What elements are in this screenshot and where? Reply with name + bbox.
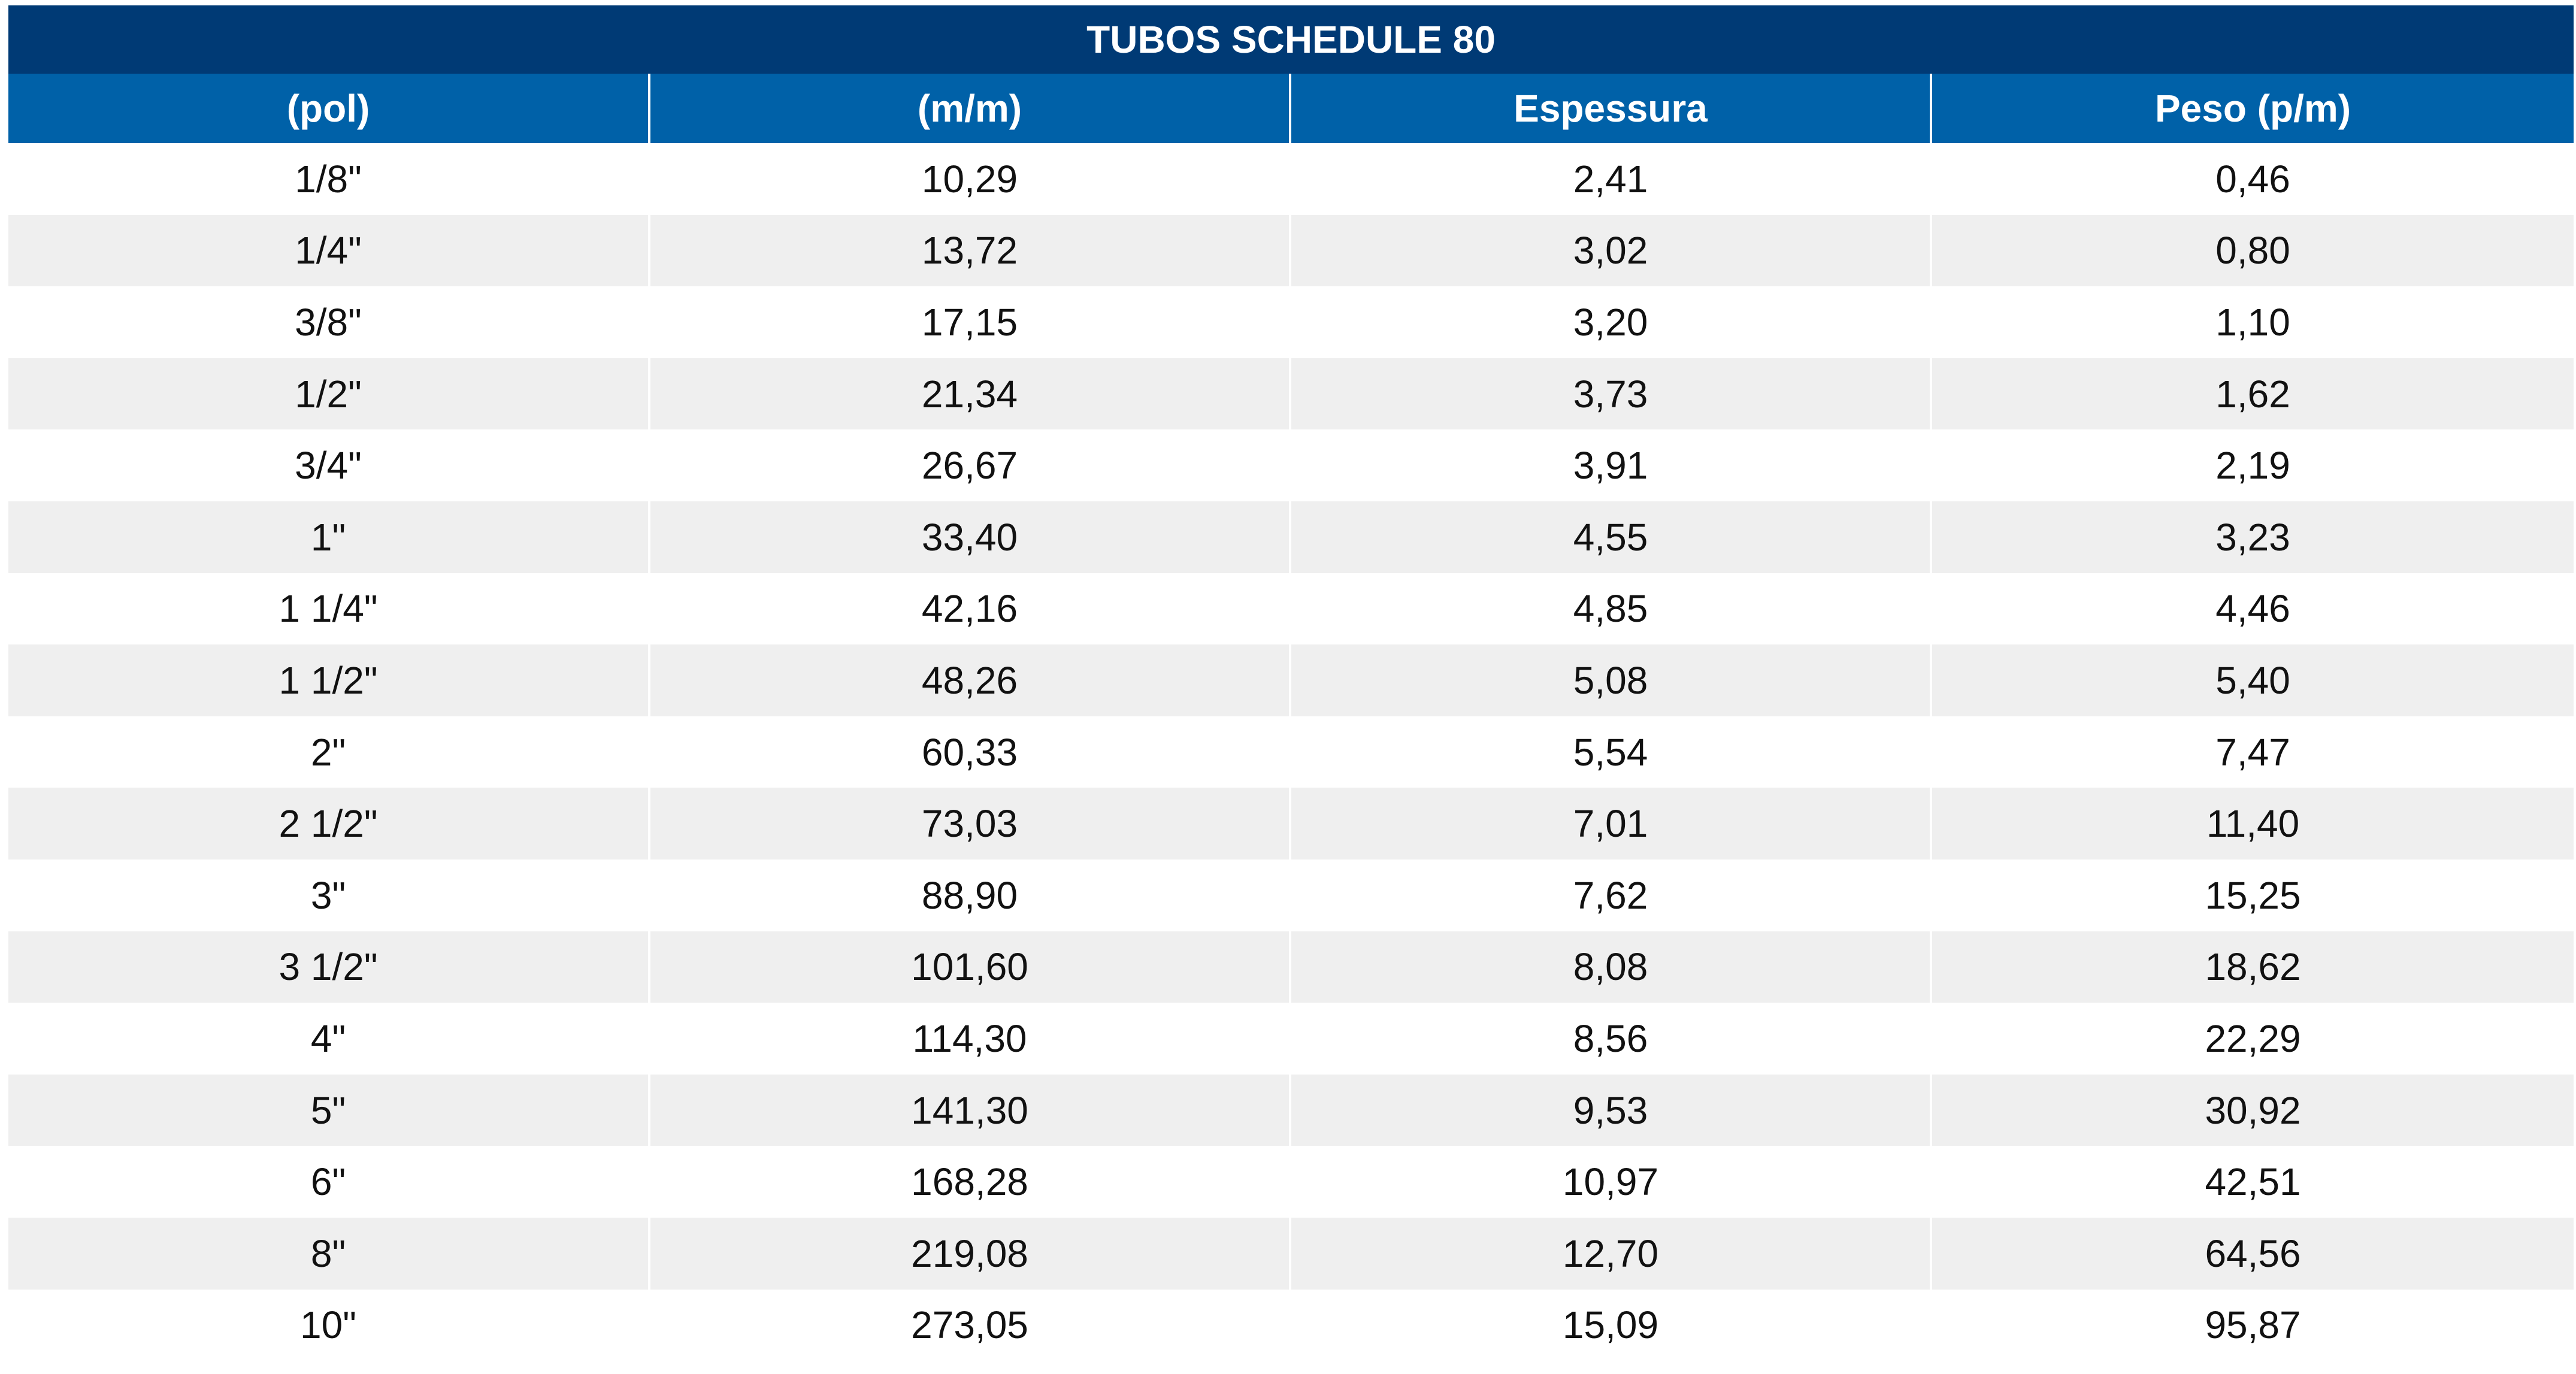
cell-mm: 21,34 [648, 358, 1289, 430]
cell-peso: 0,46 [1930, 143, 2574, 215]
cell-espessura: 2,41 [1289, 143, 1930, 215]
table-row: 1/4" 13,72 3,02 0,80 [8, 214, 2574, 287]
cell-peso: 64,56 [1930, 1217, 2574, 1290]
cell-peso: 2,19 [1930, 429, 2574, 501]
cell-pol: 10" [8, 1289, 648, 1361]
cell-pol: 6" [8, 1146, 648, 1218]
cell-pol: 1/2" [8, 358, 648, 430]
cell-espessura: 4,85 [1289, 573, 1930, 645]
cell-peso: 22,29 [1930, 1003, 2574, 1075]
title-row: TUBOS SCHEDULE 80 [8, 5, 2574, 74]
cell-pol: 3/8" [8, 286, 648, 358]
cell-peso: 95,87 [1930, 1289, 2574, 1361]
cell-espessura: 5,08 [1289, 644, 1930, 716]
cell-pol: 2 1/2" [8, 788, 648, 859]
cell-mm: 168,28 [648, 1146, 1289, 1218]
cell-peso: 42,51 [1930, 1146, 2574, 1218]
cell-mm: 48,26 [648, 644, 1289, 716]
table-row: 10" 273,05 15,09 95,87 [8, 1289, 2574, 1361]
cell-espessura: 5,54 [1289, 716, 1930, 788]
cell-mm: 114,30 [648, 1003, 1289, 1075]
cell-peso: 18,62 [1930, 931, 2574, 1003]
table-row: 3 1/2" 101,60 8,08 18,62 [8, 931, 2574, 1003]
cell-pol: 1 1/2" [8, 644, 648, 716]
header-row: (pol) (m/m) Espessura Peso (p/m) [8, 74, 2574, 143]
cell-peso: 1,62 [1930, 358, 2574, 430]
table-body: 1/8" 10,29 2,41 0,46 1/4" 13,72 3,02 0,80 3/8" 17… [8, 143, 2574, 1361]
cell-mm: 273,05 [648, 1289, 1289, 1361]
cell-mm: 141,30 [648, 1074, 1289, 1146]
cell-pol: 2" [8, 716, 648, 788]
cell-pol: 1/4" [8, 214, 648, 287]
cell-mm: 88,90 [648, 859, 1289, 931]
cell-espessura: 7,01 [1289, 788, 1930, 859]
table-row: 1 1/4" 42,16 4,85 4,46 [8, 573, 2574, 645]
cell-espessura: 3,02 [1289, 214, 1930, 287]
table-row: 3/8" 17,15 3,20 1,10 [8, 286, 2574, 358]
cell-espessura: 8,56 [1289, 1003, 1930, 1075]
cell-peso: 3,23 [1930, 501, 2574, 573]
cell-mm: 26,67 [648, 429, 1289, 501]
column-header-mm: (m/m) [648, 74, 1289, 143]
cell-espessura: 3,20 [1289, 286, 1930, 358]
cell-peso: 4,46 [1930, 573, 2574, 645]
cell-peso: 15,25 [1930, 859, 2574, 931]
cell-mm: 13,72 [648, 214, 1289, 287]
table-row: 8" 219,08 12,70 64,56 [8, 1217, 2574, 1290]
schedule-80-table: TUBOS SCHEDULE 80 (pol) (m/m) Espessura … [8, 5, 2574, 1361]
cell-pol: 3/4" [8, 429, 648, 501]
cell-pol: 4" [8, 1003, 648, 1075]
cell-peso: 0,80 [1930, 214, 2574, 287]
cell-espessura: 15,09 [1289, 1289, 1930, 1361]
cell-espessura: 9,53 [1289, 1074, 1930, 1146]
cell-espessura: 12,70 [1289, 1217, 1930, 1290]
cell-mm: 73,03 [648, 788, 1289, 859]
cell-espessura: 10,97 [1289, 1146, 1930, 1218]
table-row: 1 1/2" 48,26 5,08 5,40 [8, 644, 2574, 716]
table-row: 1" 33,40 4,55 3,23 [8, 501, 2574, 573]
cell-pol: 1/8" [8, 143, 648, 215]
table-title: TUBOS SCHEDULE 80 [8, 5, 2574, 74]
cell-pol: 1" [8, 501, 648, 573]
cell-mm: 17,15 [648, 286, 1289, 358]
table-row: 2" 60,33 5,54 7,47 [8, 716, 2574, 788]
cell-pol: 8" [8, 1217, 648, 1290]
table-row: 3" 88,90 7,62 15,25 [8, 859, 2574, 931]
cell-mm: 33,40 [648, 501, 1289, 573]
cell-pol: 5" [8, 1074, 648, 1146]
cell-espessura: 7,62 [1289, 859, 1930, 931]
table-row: 2 1/2" 73,03 7,01 11,40 [8, 788, 2574, 859]
cell-pol: 3" [8, 859, 648, 931]
cell-mm: 219,08 [648, 1217, 1289, 1290]
cell-espessura: 8,08 [1289, 931, 1930, 1003]
cell-peso: 11,40 [1930, 788, 2574, 859]
cell-pol: 3 1/2" [8, 931, 648, 1003]
cell-espessura: 3,91 [1289, 429, 1930, 501]
column-header-peso: Peso (p/m) [1930, 74, 2574, 143]
column-header-pol: (pol) [8, 74, 648, 143]
cell-peso: 30,92 [1930, 1074, 2574, 1146]
table-row: 1/2" 21,34 3,73 1,62 [8, 358, 2574, 430]
table-container: TUBOS SCHEDULE 80 (pol) (m/m) Espessura … [8, 5, 2574, 1361]
column-header-espessura: Espessura [1289, 74, 1930, 143]
cell-peso: 7,47 [1930, 716, 2574, 788]
cell-peso: 1,10 [1930, 286, 2574, 358]
cell-espessura: 4,55 [1289, 501, 1930, 573]
table-row: 5" 141,30 9,53 30,92 [8, 1074, 2574, 1146]
cell-mm: 60,33 [648, 716, 1289, 788]
cell-pol: 1 1/4" [8, 573, 648, 645]
cell-peso: 5,40 [1930, 644, 2574, 716]
table-row: 4" 114,30 8,56 22,29 [8, 1003, 2574, 1075]
cell-mm: 42,16 [648, 573, 1289, 645]
table-row: 6" 168,28 10,97 42,51 [8, 1146, 2574, 1218]
cell-mm: 101,60 [648, 931, 1289, 1003]
table-row: 1/8" 10,29 2,41 0,46 [8, 143, 2574, 215]
cell-mm: 10,29 [648, 143, 1289, 215]
table-row: 3/4" 26,67 3,91 2,19 [8, 429, 2574, 501]
cell-espessura: 3,73 [1289, 358, 1930, 430]
